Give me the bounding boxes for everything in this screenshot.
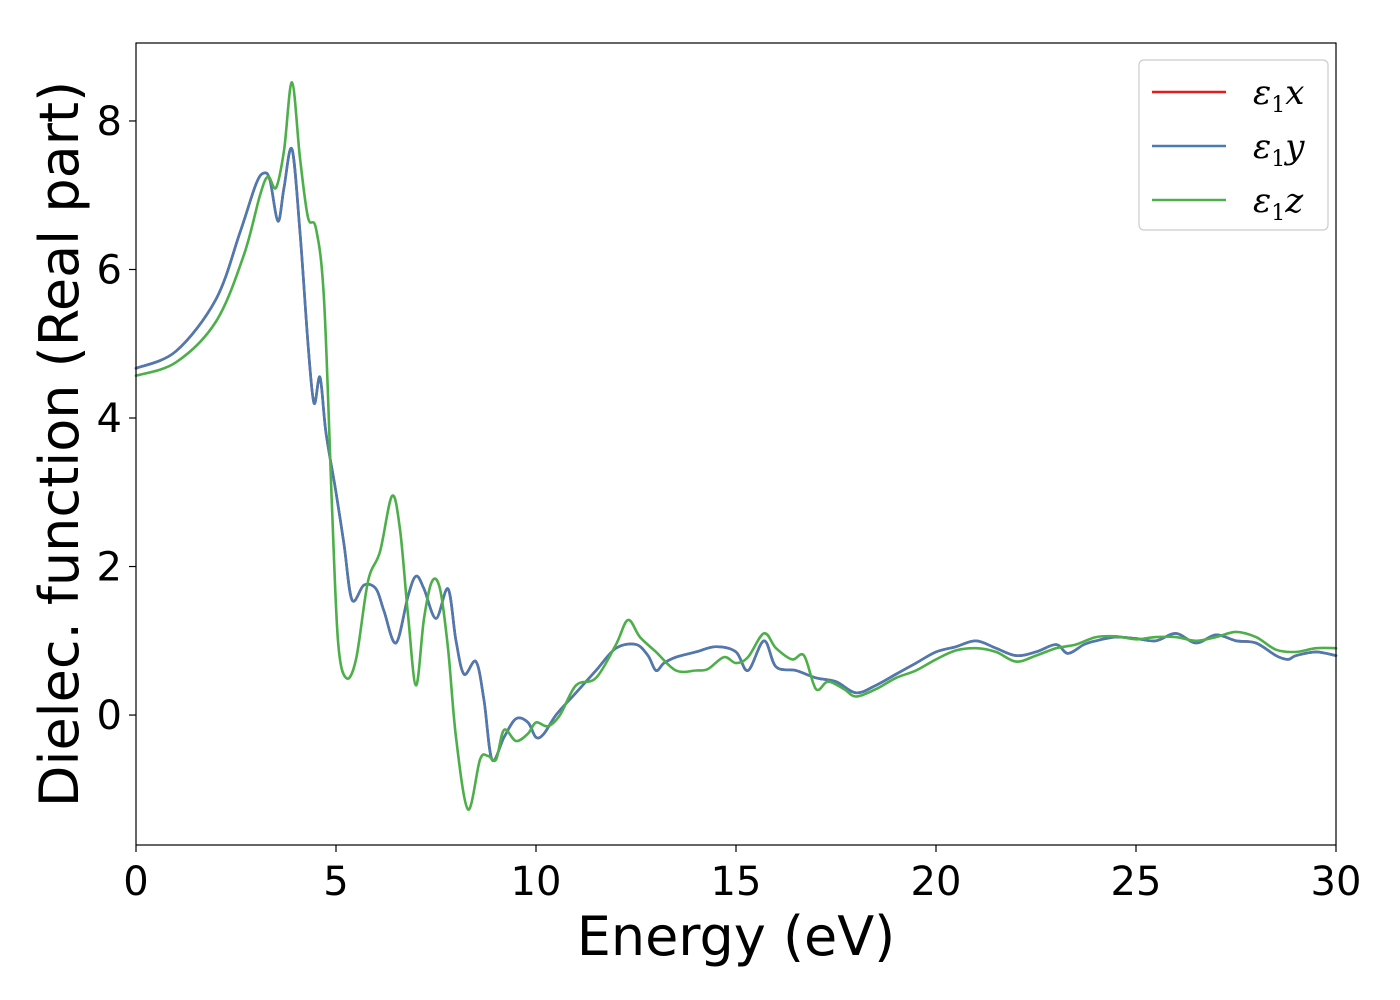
y-axis: 0 2 4 6 8 [97, 99, 136, 739]
legend: ε1x ε1y ε1z [1138, 59, 1329, 231]
plot-area [136, 43, 1336, 845]
x-tick-label: 10 [511, 859, 562, 905]
y-tick-label: 2 [97, 545, 122, 591]
series-line-z [134, 81, 1338, 811]
y-tick-label: 4 [97, 396, 122, 442]
x-axis-label: Energy (eV) [577, 905, 896, 968]
x-axis: 0 5 10 15 20 25 30 [123, 845, 1361, 905]
x-tick-label: 30 [1311, 859, 1362, 905]
legend-label-y: ε1y [1253, 127, 1305, 172]
y-tick-label: 8 [97, 99, 122, 145]
x-tick-label: 25 [1111, 859, 1162, 905]
legend-label-x: ε1x [1253, 73, 1304, 118]
x-tick-label: 15 [711, 859, 762, 905]
y-tick-label: 6 [97, 247, 122, 293]
legend-box [1138, 59, 1329, 231]
series-line-y [134, 146, 1338, 763]
series-lines [134, 81, 1338, 811]
x-tick-label: 0 [123, 859, 148, 905]
legend-label-z: ε1z [1253, 181, 1304, 226]
y-axis-label: Dielec. function (Real part) [28, 81, 91, 807]
x-tick-label: 5 [323, 859, 348, 905]
x-tick-label: 20 [911, 859, 962, 905]
y-tick-label: 0 [97, 693, 122, 739]
